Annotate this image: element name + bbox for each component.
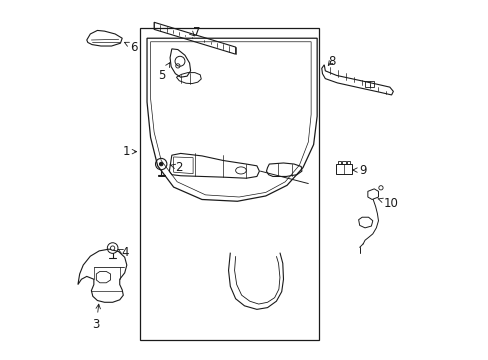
- Bar: [342, 161, 345, 164]
- Text: 8: 8: [327, 55, 334, 68]
- Text: 9: 9: [352, 163, 366, 176]
- Circle shape: [159, 162, 163, 166]
- Text: 6: 6: [124, 41, 138, 54]
- Text: 2: 2: [170, 161, 183, 174]
- Circle shape: [110, 246, 115, 250]
- Text: 10: 10: [377, 197, 398, 210]
- Text: 3: 3: [92, 304, 100, 331]
- Bar: [364, 81, 373, 87]
- Bar: [346, 161, 350, 164]
- Bar: [337, 161, 341, 164]
- Bar: [140, 28, 318, 339]
- Bar: [335, 164, 351, 174]
- Text: 1: 1: [122, 145, 130, 158]
- Text: 4: 4: [118, 246, 128, 259]
- Text: 5: 5: [158, 63, 169, 82]
- Text: 7: 7: [193, 26, 200, 39]
